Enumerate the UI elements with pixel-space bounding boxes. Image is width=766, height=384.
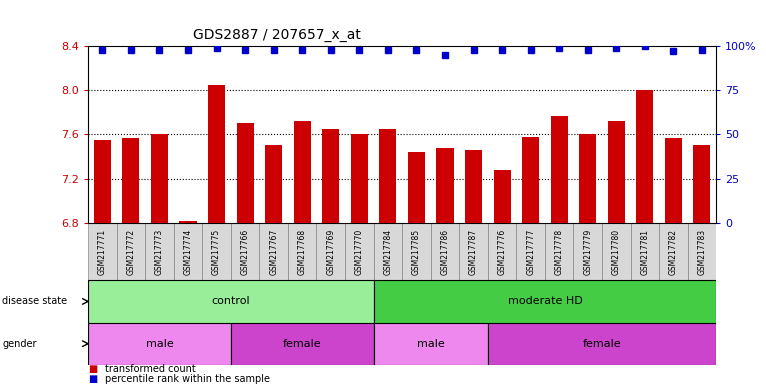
Text: GSM217775: GSM217775 — [212, 228, 221, 275]
Bar — [374, 280, 716, 323]
Bar — [179, 220, 197, 223]
Bar — [322, 129, 339, 223]
Text: GSM217784: GSM217784 — [383, 228, 392, 275]
Bar — [93, 140, 111, 223]
Bar — [637, 90, 653, 223]
Text: GSM217772: GSM217772 — [126, 228, 136, 275]
Bar — [345, 223, 374, 280]
Bar — [488, 223, 516, 280]
Bar — [374, 323, 488, 365]
Bar — [602, 223, 630, 280]
Text: control: control — [211, 296, 250, 306]
Text: disease state: disease state — [2, 296, 67, 306]
Bar — [516, 223, 545, 280]
Bar — [665, 138, 682, 223]
Text: GSM217770: GSM217770 — [355, 228, 364, 275]
Text: GSM217774: GSM217774 — [184, 228, 192, 275]
Text: GSM217783: GSM217783 — [697, 228, 706, 275]
Bar — [574, 223, 602, 280]
Bar — [408, 152, 425, 223]
Bar — [123, 138, 139, 223]
Text: female: female — [583, 339, 621, 349]
Bar — [260, 223, 288, 280]
Bar — [231, 323, 374, 365]
Text: GSM217776: GSM217776 — [498, 228, 506, 275]
Text: GSM217778: GSM217778 — [555, 228, 564, 275]
Bar — [437, 148, 453, 223]
Bar — [208, 85, 225, 223]
Bar — [202, 223, 231, 280]
Text: GSM217777: GSM217777 — [526, 228, 535, 275]
Bar — [430, 223, 460, 280]
Text: GSM217785: GSM217785 — [412, 228, 421, 275]
Bar — [545, 223, 574, 280]
Text: GSM217767: GSM217767 — [269, 228, 278, 275]
Text: GSM217781: GSM217781 — [640, 228, 650, 275]
Text: percentile rank within the sample: percentile rank within the sample — [105, 374, 270, 384]
Bar — [174, 223, 202, 280]
Text: moderate HD: moderate HD — [508, 296, 582, 306]
Bar — [465, 150, 482, 223]
Text: ■: ■ — [88, 374, 97, 384]
Bar — [237, 123, 254, 223]
Bar — [231, 223, 260, 280]
Bar — [579, 134, 596, 223]
Bar — [402, 223, 430, 280]
Text: GSM217766: GSM217766 — [241, 228, 250, 275]
Bar — [659, 223, 688, 280]
Bar — [146, 223, 174, 280]
Text: female: female — [283, 339, 322, 349]
Bar — [688, 223, 716, 280]
Text: GSM217780: GSM217780 — [612, 228, 620, 275]
Bar — [351, 134, 368, 223]
Bar — [630, 223, 659, 280]
Bar — [88, 323, 231, 365]
Bar — [265, 146, 282, 223]
Bar — [293, 121, 311, 223]
Bar — [607, 121, 625, 223]
Bar — [493, 170, 511, 223]
Bar — [693, 146, 711, 223]
Text: GDS2887 / 207657_x_at: GDS2887 / 207657_x_at — [192, 28, 361, 42]
Text: GSM217773: GSM217773 — [155, 228, 164, 275]
Bar — [151, 134, 168, 223]
Bar — [551, 116, 568, 223]
Text: male: male — [417, 339, 444, 349]
Text: male: male — [146, 339, 173, 349]
Bar — [488, 323, 716, 365]
Bar — [522, 137, 539, 223]
Bar — [88, 280, 374, 323]
Text: GSM217779: GSM217779 — [583, 228, 592, 275]
Text: transformed count: transformed count — [105, 364, 195, 374]
Bar — [374, 223, 402, 280]
Text: GSM217787: GSM217787 — [469, 228, 478, 275]
Text: GSM217782: GSM217782 — [669, 228, 678, 275]
Text: ■: ■ — [88, 364, 97, 374]
Text: GSM217786: GSM217786 — [440, 228, 450, 275]
Bar — [88, 223, 116, 280]
Text: GSM217771: GSM217771 — [98, 228, 107, 275]
Bar — [379, 129, 397, 223]
Bar — [288, 223, 316, 280]
Text: GSM217768: GSM217768 — [298, 228, 306, 275]
Text: GSM217769: GSM217769 — [326, 228, 336, 275]
Bar — [460, 223, 488, 280]
Bar — [316, 223, 345, 280]
Text: gender: gender — [2, 339, 37, 349]
Bar — [116, 223, 146, 280]
